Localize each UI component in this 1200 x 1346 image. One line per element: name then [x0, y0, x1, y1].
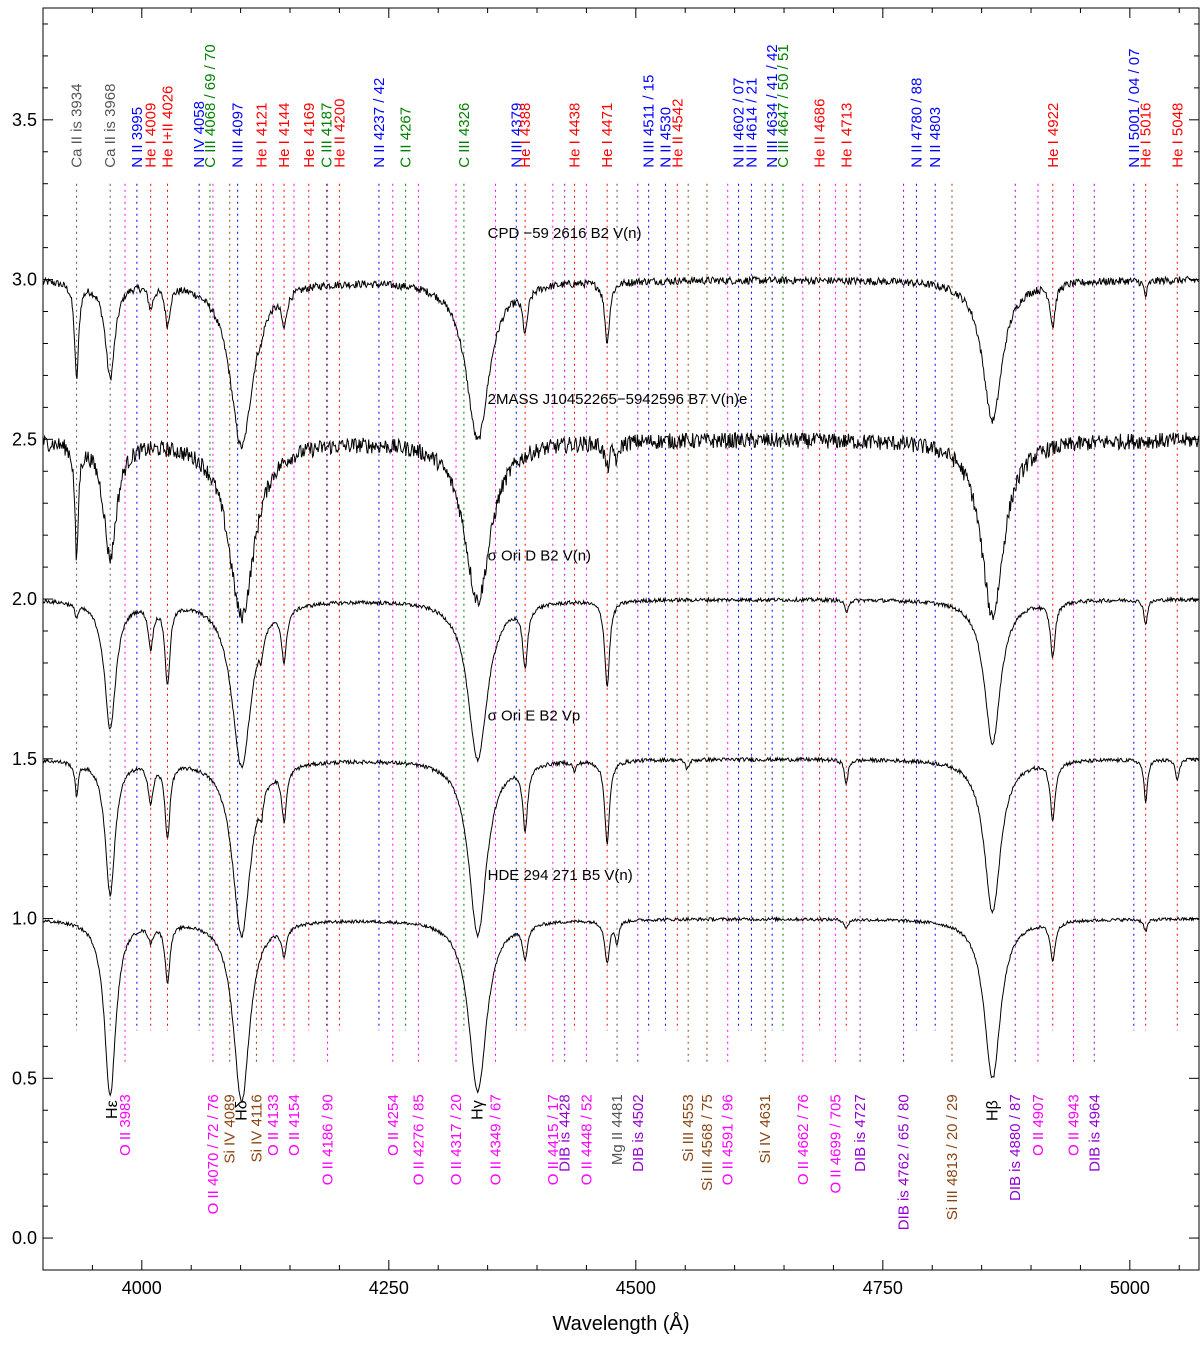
line-id-top: N II 4780 / 88: [908, 78, 925, 168]
line-id-top: C III 4187: [319, 103, 336, 168]
series-label: HDE 294 271 B5 V(n): [488, 867, 633, 884]
line-id-top: Ca II is 3968: [102, 84, 119, 168]
series-spectrum-4: [42, 915, 1199, 1103]
line-id-bottom: O II 4070 / 72 / 76: [205, 1094, 222, 1214]
line-id-top: He I 4922: [1045, 103, 1062, 168]
line-id-top: N II 4530: [657, 107, 674, 168]
series-label: σ Ori D B2 V(n): [488, 548, 591, 565]
line-id-bottom: O II 4317 / 20: [448, 1094, 465, 1185]
line-id-bottom: Si III 4813 / 20 / 29: [944, 1094, 961, 1220]
line-id-bottom: Si IV 4116: [248, 1094, 265, 1162]
line-id-top: N III 4097: [230, 103, 247, 168]
line-id-top: N II 3995: [129, 107, 146, 168]
series-label: σ Ori E B2 Vp: [488, 707, 581, 724]
axis-layer: 4000 4250 4500 4750 5000 0.0 0.5 1.0 1.5 2.0 2.5 3.…: [12, 8, 1199, 1298]
line-id-bottom: O II 4943: [1066, 1094, 1083, 1156]
line-id-bottom: DIB is 4428: [557, 1094, 574, 1172]
line-id-bottom: DIB is 4880 / 87: [1007, 1094, 1024, 1201]
y-tick-label: 0.0: [12, 1228, 37, 1248]
line-id-top: N II 4602 / 07: [731, 78, 748, 168]
line-id-top: N IV 4058: [191, 101, 208, 168]
line-id-top: C III 4647 / 50 / 51: [775, 44, 792, 167]
x-axis-label: Wavelength (Å): [552, 1312, 689, 1335]
line-id-bottom: O II 4907: [1030, 1094, 1047, 1156]
series-spectrum-2: [42, 595, 1199, 769]
line-id-bottom: O II 4699 / 705: [827, 1094, 844, 1193]
series-label: CPD −59 2616 B2 V(n): [488, 225, 642, 242]
line-id-bottom: O II 3983: [117, 1094, 134, 1156]
line-id-bottom: DIB is 4727: [852, 1094, 869, 1172]
y-tick-label: 0.5: [12, 1068, 37, 1088]
balmer-label: Hγ: [470, 1100, 487, 1120]
y-tick-label: 3.0: [12, 270, 37, 290]
line-id-bottom: Si IV 4631: [757, 1094, 774, 1163]
line-id-bottom: O II 4415 / 17: [545, 1094, 562, 1185]
line-id-top: He I 4169: [301, 103, 318, 168]
line-id-top: C III 4326: [456, 103, 473, 168]
line-id-top: C III 4068 / 69 / 70: [202, 44, 219, 167]
line-id-bottom: O II 4662 / 76: [795, 1094, 812, 1185]
line-id-top: He I 4388: [517, 103, 534, 168]
x-tick-label: 4750: [863, 1278, 903, 1298]
y-tick-label: 2.0: [12, 589, 37, 609]
line-id-top: He I 4471: [599, 103, 616, 168]
line-id-top: He II 4686: [812, 99, 829, 168]
series-spectrum-3: [42, 755, 1199, 939]
line-id-bottom: O II 4349 / 67: [488, 1094, 505, 1185]
balmer-label: Hε: [104, 1100, 121, 1119]
series-layer: [42, 275, 1200, 1103]
series-spectrum-0: [42, 275, 1199, 450]
line-id-top: He I 5016: [1138, 103, 1155, 168]
y-tick-label: 3.5: [12, 110, 37, 130]
line-id-top: He II 4542: [669, 99, 686, 168]
x-tick-label: 5000: [1110, 1278, 1150, 1298]
line-id-bottom: O II 4276 / 85: [410, 1094, 427, 1185]
line-id-bottom: O II 4186 / 90: [320, 1094, 337, 1185]
y-tick-label: 2.5: [12, 429, 37, 449]
series-spectrum-1: [42, 431, 1200, 624]
line-id-top: C II 4267: [398, 107, 415, 168]
label-layer: CPD −59 2616 B2 V(n) 2MASS J10452265−5942…: [69, 44, 1187, 1230]
line-id-top: N II 4803: [927, 107, 944, 168]
line-id-top: N III 4379: [508, 103, 525, 168]
line-id-bottom: O II 4254: [385, 1094, 402, 1156]
balmer-label: Hβ: [985, 1100, 1002, 1121]
line-id-top: He I 4438: [567, 103, 584, 168]
line-id-top: He I 4713: [838, 103, 855, 168]
line-id-bottom: DIB is 4502: [630, 1094, 647, 1172]
line-id-top: He II 4200: [331, 99, 348, 168]
line-id-bottom: DIB is 4964: [1086, 1094, 1103, 1172]
line-id-top: N III 4634 / 41 / 42: [764, 44, 781, 167]
plot-frame: [42, 7, 1200, 1271]
line-id-bottom: Si III 4553: [680, 1094, 697, 1162]
line-id-top: He I+II 4026: [159, 86, 176, 168]
line-id-bottom: O II 4591 / 96: [720, 1094, 737, 1185]
line-id-bottom: Si IV 4089: [222, 1094, 239, 1163]
line-id-bottom: O II 4448 / 52: [578, 1094, 595, 1185]
line-id-top: N II 5001 / 04 / 07: [1126, 48, 1143, 167]
line-id-bottom: O II 4154: [286, 1094, 303, 1156]
balmer-label: Hδ: [234, 1100, 251, 1121]
line-id-top: He I 4121: [253, 103, 270, 168]
x-tick-label: 4000: [122, 1278, 162, 1298]
line-id-bottom: DIB is 4762 / 65 / 80: [896, 1094, 913, 1230]
line-id-bottom: O II 4133: [265, 1094, 282, 1156]
line-id-top: He I 4144: [276, 103, 293, 168]
line-marker-layer: [76, 183, 1178, 1063]
y-tick-label: 1.0: [12, 909, 37, 929]
line-id-top: N II 4237 / 42: [371, 78, 388, 168]
x-tick-label: 4500: [616, 1278, 656, 1298]
x-tick-label: 4250: [369, 1278, 409, 1298]
line-id-bottom: Mg II 4481: [609, 1094, 626, 1165]
line-id-bottom: Si III 4568 / 75: [699, 1094, 716, 1191]
line-id-top: Ca II is 3934: [69, 84, 86, 168]
series-label: 2MASS J10452265−5942596 B7 V(n)e: [488, 391, 748, 408]
line-id-top: N III 4511 / 15: [641, 75, 658, 168]
line-id-top: He I 5048: [1169, 103, 1186, 168]
y-tick-label: 1.5: [12, 749, 37, 769]
line-id-top: He I 4009: [143, 103, 160, 168]
line-id-top: N II 4614 / 21: [743, 78, 760, 168]
